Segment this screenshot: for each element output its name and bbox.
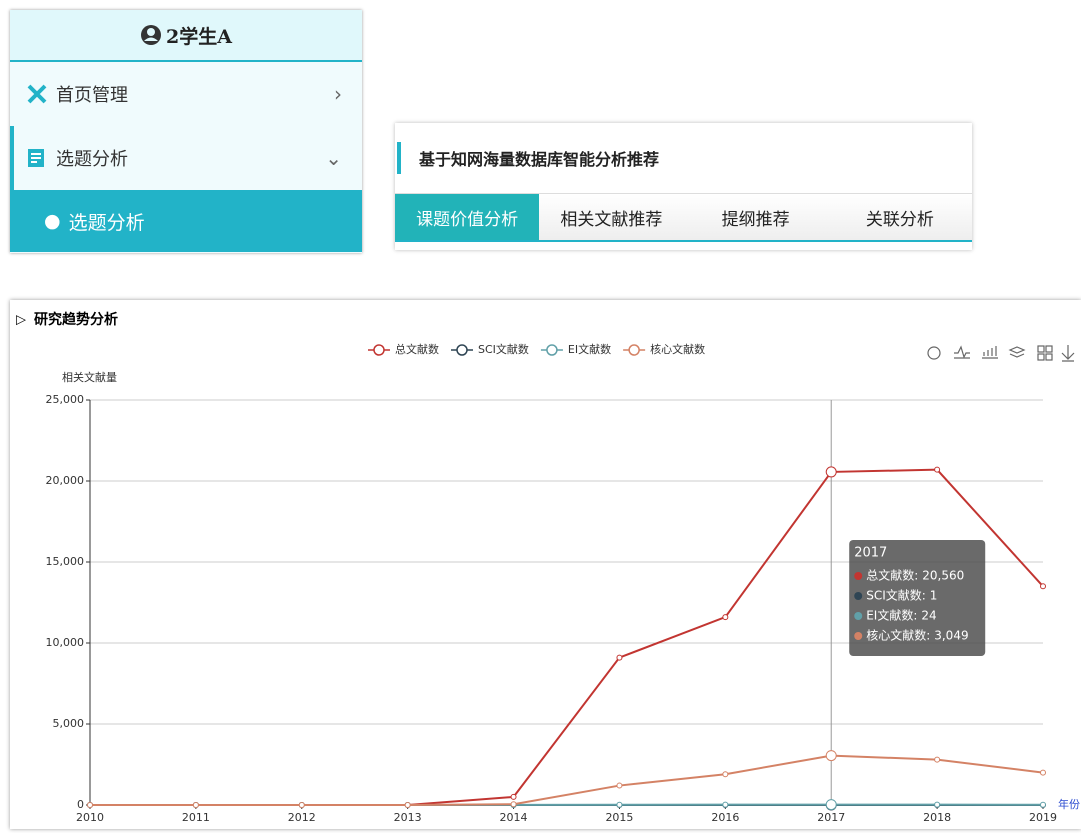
tools-icon bbox=[26, 83, 48, 105]
data-point bbox=[826, 800, 836, 810]
tooltip-dot bbox=[854, 592, 862, 600]
tab[interactable]: 相关文献推荐 bbox=[539, 194, 683, 240]
menu-item[interactable]: 首页管理 › bbox=[10, 62, 362, 126]
chart: ▷ 研究趋势分析 相关文献量 年份 0 5,000 10,000 15,000 20,0… bbox=[10, 300, 1081, 829]
data-point bbox=[299, 803, 304, 808]
legend-label: 核心文献数 bbox=[650, 342, 705, 356]
tooltip-sep: : bbox=[913, 609, 917, 623]
legend-marker bbox=[374, 345, 384, 355]
tab[interactable]: 提纲推荐 bbox=[684, 194, 828, 240]
tooltip-name: 总文献数 bbox=[866, 568, 914, 583]
panel-title: 基于知网海量数据库智能分析推荐 bbox=[395, 123, 972, 194]
tooltip-sep: : bbox=[914, 569, 918, 583]
panel-title-text: 基于知网海量数据库智能分析推荐 bbox=[419, 146, 659, 170]
x-axis-label: 年份 bbox=[1058, 797, 1080, 811]
data-point bbox=[405, 803, 410, 808]
data-point bbox=[88, 803, 93, 808]
toolbox[interactable] bbox=[928, 345, 1074, 361]
arrow: ⌄ bbox=[325, 146, 342, 170]
y-tick-label: 25,000 bbox=[46, 393, 85, 406]
legend-label: 总文献数 bbox=[395, 342, 439, 356]
tooltip-value: 3,049 bbox=[934, 629, 968, 643]
user-icon bbox=[140, 24, 162, 46]
tab[interactable]: 课题价值分析 bbox=[395, 194, 539, 240]
legend-marker bbox=[457, 345, 467, 355]
data-point bbox=[826, 751, 836, 761]
data-point bbox=[617, 783, 622, 788]
y-tick-label: 5,000 bbox=[53, 717, 85, 730]
doc-icon bbox=[26, 147, 48, 169]
data-point bbox=[511, 794, 516, 799]
sidebar: 2学生A 首页管理 › 选题分析 ⌄ ● 选题分析 bbox=[10, 10, 362, 253]
data-point bbox=[511, 802, 516, 807]
chart-title: 研究趋势分析 bbox=[34, 311, 118, 328]
x-tick-label: 2011 bbox=[182, 811, 210, 824]
data-point bbox=[935, 757, 940, 762]
y-tick-label: 20,000 bbox=[46, 474, 85, 487]
data-point bbox=[1041, 770, 1046, 775]
submenu-item[interactable]: ● 选题分析 bbox=[10, 190, 362, 252]
y-tick-label: 10,000 bbox=[46, 636, 85, 649]
x-tick-label: 2016 bbox=[711, 811, 739, 824]
analysis-panel: 基于知网海量数据库智能分析推荐 课题价值分析 相关文献推荐 提纲推荐 关联分析 bbox=[395, 123, 972, 250]
legend-marker bbox=[547, 345, 557, 355]
tabs: 课题价值分析 相关文献推荐 提纲推荐 关联分析 bbox=[395, 194, 972, 242]
x-tick-label: 2013 bbox=[394, 811, 422, 824]
legend-marker bbox=[629, 345, 639, 355]
data-point bbox=[723, 802, 728, 807]
data-point bbox=[723, 615, 728, 620]
legend-label: EI文献数 bbox=[568, 342, 611, 356]
data-point bbox=[193, 803, 198, 808]
tooltip-value: 24 bbox=[921, 609, 936, 623]
legend-item[interactable]: 核心文献数 bbox=[623, 342, 705, 356]
x-tick-label: 2018 bbox=[923, 811, 951, 824]
x-tick-label: 2010 bbox=[76, 811, 104, 824]
x-tick-label: 2019 bbox=[1029, 811, 1057, 824]
data-point bbox=[1041, 802, 1046, 807]
series-line bbox=[90, 756, 1043, 805]
tooltip-value: 20,560 bbox=[922, 569, 964, 583]
arrow: › bbox=[334, 82, 342, 106]
tooltip-name: 核心文献数 bbox=[866, 628, 926, 643]
tooltip-dot bbox=[854, 572, 862, 580]
menu-label: 首页管理 bbox=[56, 81, 128, 107]
x-tick-label: 2015 bbox=[605, 811, 633, 824]
y-tick-label: 0 bbox=[77, 798, 84, 811]
tooltip-dot bbox=[854, 632, 862, 640]
tooltip-title: 2017 bbox=[854, 546, 887, 561]
data-point bbox=[617, 655, 622, 660]
legend-item[interactable]: 总文献数 bbox=[368, 342, 439, 356]
tooltip-sep: : bbox=[922, 589, 926, 603]
menu-label: 选题分析 bbox=[56, 145, 128, 171]
data-point bbox=[935, 802, 940, 807]
user-header: 2学生A bbox=[10, 10, 362, 62]
tooltip-value: 1 bbox=[930, 589, 938, 603]
data-point bbox=[1041, 584, 1046, 589]
submenu-label: 选题分析 bbox=[69, 208, 145, 235]
tooltip-sep: : bbox=[926, 629, 930, 643]
legend-label: SCI文献数 bbox=[478, 342, 529, 356]
legend-item[interactable]: SCI文献数 bbox=[451, 342, 529, 356]
chart-panel: ▷ 研究趋势分析 相关文献量 年份 0 5,000 10,000 15,000 20,0… bbox=[10, 300, 1081, 829]
tooltip-name: EI文献数 bbox=[866, 608, 913, 623]
user-name: 2学生A bbox=[166, 22, 232, 49]
triangle: ▷ bbox=[16, 313, 26, 328]
data-point bbox=[826, 467, 836, 477]
x-tick-label: 2014 bbox=[500, 811, 528, 824]
y-axis-label: 相关文献量 bbox=[62, 370, 117, 384]
data-point bbox=[935, 467, 940, 472]
x-tick-label: 2017 bbox=[817, 811, 845, 824]
data-point bbox=[617, 802, 622, 807]
data-point bbox=[723, 772, 728, 777]
x-tick-label: 2012 bbox=[288, 811, 316, 824]
menu-item[interactable]: 选题分析 ⌄ bbox=[10, 126, 362, 190]
tooltip-name: SCI文献数 bbox=[866, 588, 922, 603]
tab[interactable]: 关联分析 bbox=[828, 194, 972, 240]
y-tick-label: 15,000 bbox=[46, 555, 85, 568]
legend-item[interactable]: EI文献数 bbox=[541, 342, 611, 356]
tooltip-dot bbox=[854, 612, 862, 620]
